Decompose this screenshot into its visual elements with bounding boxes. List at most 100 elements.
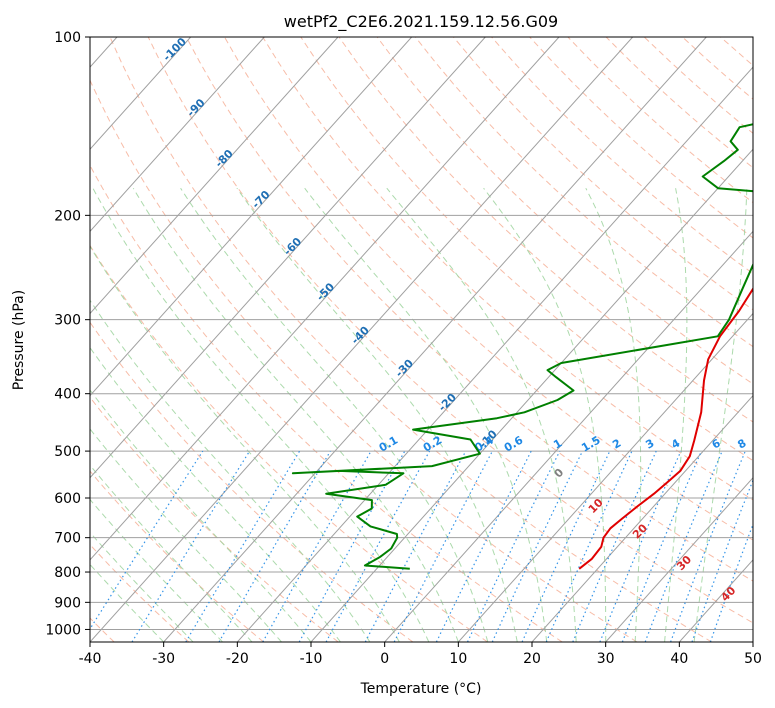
isotherm-line	[90, 37, 560, 561]
isotherm-line	[90, 37, 265, 233]
isotherm-label: -40	[349, 324, 372, 347]
mixing-ratio-line	[90, 450, 204, 631]
mixing-ratio-line	[572, 450, 657, 642]
moist-adiabat	[236, 187, 518, 642]
isotherm-line	[236, 66, 753, 642]
moist-adiabat	[693, 188, 748, 642]
moist-adiabat	[90, 563, 165, 642]
isotherm-line	[605, 477, 753, 642]
x-tick-label: -10	[300, 651, 323, 667]
mixing-ratio-line	[521, 450, 611, 642]
mixing-ratio-label: 10	[758, 434, 775, 453]
mixing-ratio-line	[325, 450, 431, 642]
x-tick-label: -20	[226, 651, 249, 667]
isotherm-label: -100	[160, 35, 189, 64]
moist-adiabat	[90, 464, 253, 642]
moist-adiabat	[92, 187, 430, 642]
moist-adiabat	[90, 299, 371, 642]
isotherm-line	[163, 37, 707, 642]
moist-adiabat	[90, 346, 341, 642]
dewpoint-line	[291, 123, 753, 570]
mixing-ratio-label: 8	[735, 437, 748, 452]
dry-adiabat	[605, 37, 753, 169]
isotherm-line	[752, 641, 753, 642]
x-tick-label: 50	[744, 651, 762, 667]
isotherm-line	[384, 230, 753, 642]
x-tick-label: 0	[380, 651, 389, 667]
chart-title: wetPf2_C2E6.2021.159.12.56.G09	[284, 12, 558, 32]
mixing-ratio-line	[466, 450, 561, 642]
y-tick-label: 300	[54, 313, 81, 329]
plot-frame	[89, 36, 754, 643]
y-tick-label: 800	[54, 565, 81, 581]
mixing-ratio-label: 3	[643, 437, 656, 452]
moist-adiabat	[90, 498, 223, 642]
dry-adiabat	[376, 37, 753, 385]
x-tick-label: 10	[449, 651, 467, 667]
moist-adiabat	[304, 187, 548, 642]
x-axis-label: Temperature (°C)	[360, 681, 482, 697]
x-tick-label: -40	[79, 651, 102, 667]
dry-adiabat	[643, 37, 753, 134]
isotherm-line	[310, 148, 753, 642]
mixing-ratio-line	[491, 450, 584, 642]
isotherm-label: -50	[314, 280, 337, 303]
y-axis-label: Pressure (hPa)	[11, 290, 27, 390]
dry-adiabat	[90, 396, 339, 642]
mixing-ratio-line	[185, 450, 301, 642]
isotherm-line	[90, 37, 339, 315]
x-tick-label: 30	[597, 651, 615, 667]
background-lines	[90, 37, 775, 642]
dry-adiabat-label: 30	[674, 553, 694, 573]
isotherm-label: -90	[184, 96, 207, 119]
y-tick-label: 700	[54, 531, 81, 547]
y-tick-label: 100	[54, 30, 81, 46]
dry-adiabat	[759, 37, 775, 642]
dry-adiabat	[90, 244, 488, 642]
moist-adiabat	[585, 187, 642, 642]
dry-adiabat-label: 0	[552, 466, 567, 481]
dry-adiabat	[109, 37, 712, 642]
mixing-ratio-line	[298, 450, 406, 642]
isotherm-label: -60	[281, 235, 304, 258]
temperature-line	[578, 286, 753, 570]
mixing-ratio-label: 4	[669, 436, 682, 451]
moist-adiabat	[483, 187, 607, 642]
y-tick-label: 600	[54, 491, 81, 507]
mixing-ratio-line	[709, 522, 753, 642]
dry-adiabat	[90, 543, 190, 642]
mixing-ratio-line	[621, 450, 702, 642]
dry-adiabat	[90, 164, 563, 642]
dry-adiabat	[147, 37, 753, 624]
isotherm-line	[90, 37, 634, 642]
mixing-ratio-line	[364, 450, 467, 642]
mixing-ratio-line	[262, 450, 372, 642]
mixing-ratio-line	[644, 450, 723, 642]
mixing-ratio-label: 2	[610, 437, 623, 452]
dry-adiabat-label: 20	[630, 521, 650, 541]
dry-adiabat	[720, 37, 753, 67]
isotherm-line	[90, 37, 192, 150]
isotherm-label: -30	[393, 356, 416, 379]
dry-adiabat-label: 40	[718, 584, 738, 604]
x-tick-label: -30	[152, 651, 175, 667]
isotherm-label: -80	[213, 147, 236, 170]
y-tick-label: 200	[54, 208, 81, 224]
x-tick-label: 20	[523, 651, 541, 667]
dry-adiabat	[453, 37, 753, 311]
y-tick-label: 1000	[45, 622, 81, 638]
x-tick-label: 40	[670, 651, 688, 667]
moist-adiabat	[90, 245, 400, 642]
dry-adiabat	[414, 37, 753, 348]
y-tick-label: 900	[54, 595, 81, 611]
mixing-ratio-line	[218, 450, 331, 642]
moist-adiabat	[90, 428, 282, 642]
dry-adiabat	[224, 37, 753, 541]
mixing-ratio-line	[435, 450, 532, 642]
mixing-ratio-line	[670, 450, 746, 642]
dry-adiabat	[90, 470, 264, 642]
isotherm-line	[90, 37, 486, 479]
axis-ticks: -40 -30 -20 -10 0 10 20 30 40 5010020030040050060…	[45, 30, 762, 667]
mixing-ratio-line	[131, 450, 251, 642]
